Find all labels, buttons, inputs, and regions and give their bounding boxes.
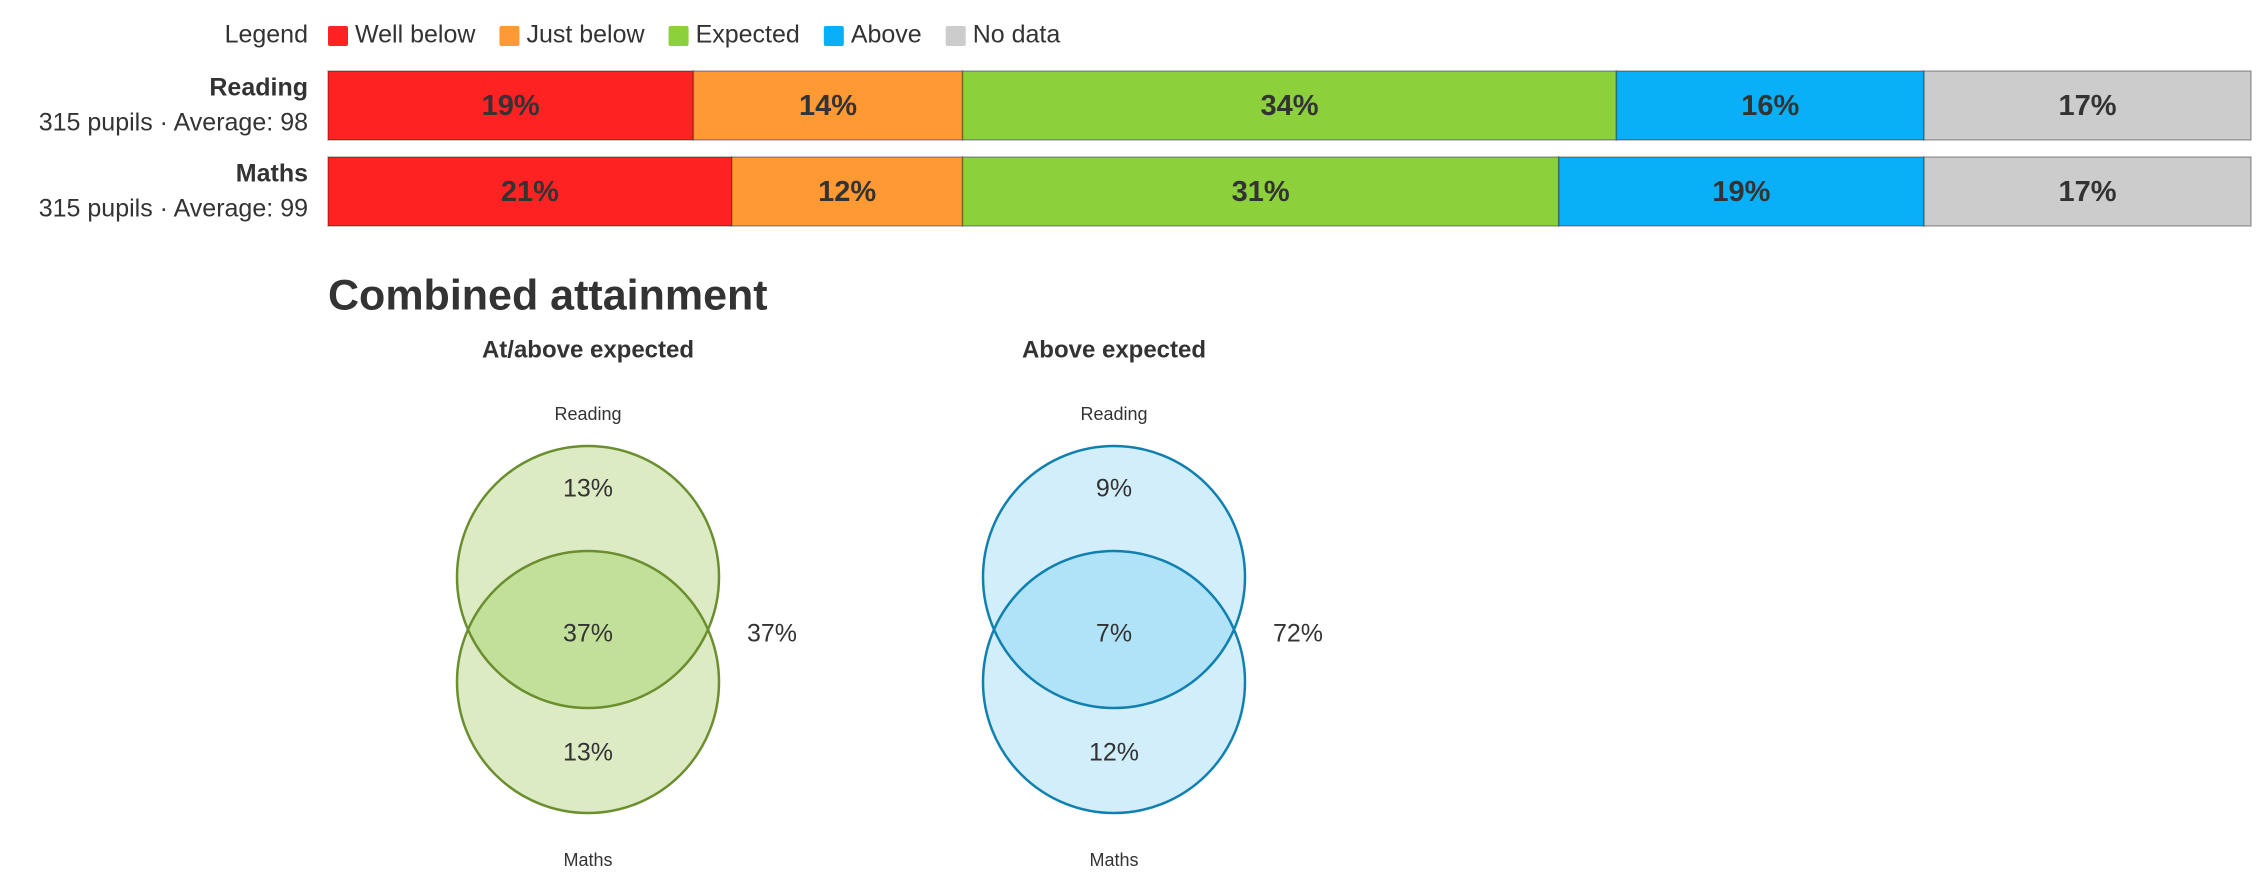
- row-average: 98: [280, 109, 308, 137]
- venn-value: 13%: [563, 475, 613, 503]
- bar-segment: [327, 156, 733, 227]
- legend-swatch: [823, 26, 844, 46]
- bar-label: 12%: [818, 176, 876, 208]
- legend-label: No data: [973, 21, 1061, 49]
- bar-label: 17%: [2059, 90, 2117, 122]
- legend-swatch: [668, 26, 689, 46]
- bar-segment: [731, 156, 964, 227]
- legend-swatch: [328, 26, 348, 46]
- bar-label: 17%: [2059, 176, 2117, 208]
- venn-value: 37%: [747, 620, 797, 648]
- bar-segment: [327, 70, 695, 141]
- legend-label: Just below: [526, 21, 645, 49]
- section-title: Combined attainment: [328, 271, 768, 319]
- legend-label: Above: [851, 21, 922, 49]
- bar-segment: [692, 70, 964, 141]
- legend-swatch: [499, 26, 520, 46]
- row-average: 99: [280, 195, 308, 223]
- venn-overlap: [457, 551, 719, 708]
- venn-value: 7%: [1096, 620, 1132, 648]
- venn-value: 13%: [563, 739, 613, 767]
- bar-label: 16%: [1741, 90, 1799, 122]
- venn-value: 12%: [1089, 739, 1139, 767]
- venn-outline: [455, 444, 721, 710]
- venn-outline: [981, 549, 1247, 815]
- bar-label: 31%: [1232, 176, 1290, 208]
- venn-set-label: Maths: [563, 850, 612, 870]
- bar-segment: [1923, 156, 2252, 227]
- venn-set-label: Reading: [1080, 404, 1147, 424]
- venn-value: 37%: [563, 620, 613, 648]
- venn-set-label: Maths: [1089, 850, 1138, 870]
- bar-segment: [961, 70, 1618, 141]
- venn-title: At/above expected: [482, 336, 694, 363]
- bar-segment: [1557, 156, 1925, 227]
- venn-value: 9%: [1096, 475, 1132, 503]
- row-note: 315 pupils · Average:: [39, 109, 273, 137]
- row-label: Reading: [209, 74, 308, 102]
- venn-outline: [455, 549, 721, 815]
- venn-outline: [981, 444, 1247, 710]
- bar-label: 14%: [799, 90, 857, 122]
- legend-label: Well below: [355, 21, 476, 49]
- bar-label: 21%: [501, 176, 559, 208]
- bar-segment: [961, 156, 1560, 227]
- venn-set-label: Reading: [554, 404, 621, 424]
- bar-segment: [1615, 70, 1925, 141]
- legend-swatch: [945, 26, 966, 46]
- bar-label: 19%: [1712, 176, 1770, 208]
- legend-label: Expected: [696, 21, 800, 49]
- row-note: 315 pupils · Average:: [39, 195, 273, 223]
- bar-label: 19%: [482, 90, 540, 122]
- row-label: Maths: [236, 160, 308, 188]
- legend-title: Legend: [225, 21, 308, 49]
- venn-title: Above expected: [1022, 336, 1206, 363]
- venn-overlap: [983, 551, 1245, 708]
- bar-label: 34%: [1260, 90, 1318, 122]
- venn-value: 72%: [1273, 620, 1323, 648]
- bar-segment: [1923, 70, 2252, 141]
